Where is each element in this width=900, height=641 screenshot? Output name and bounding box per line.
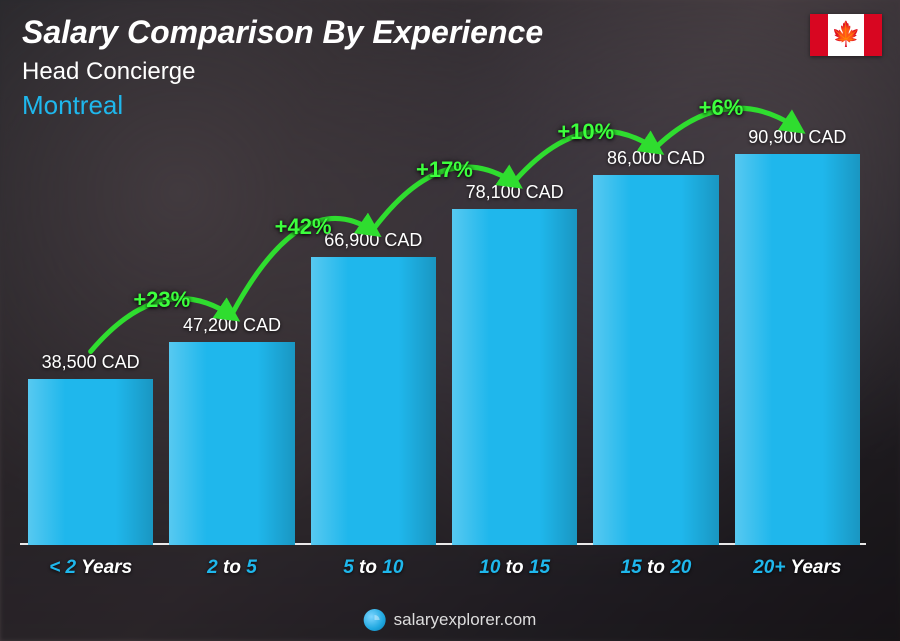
chart-column: 86,000 CAD 15 to 20	[593, 109, 718, 579]
bar: 66,900 CAD	[311, 257, 436, 545]
page-title: Salary Comparison By Experience	[22, 14, 543, 51]
salary-label: 47,200 CAD	[183, 315, 281, 336]
page-subtitle: Head Concierge	[22, 58, 195, 86]
bar: 78,100 CAD	[452, 209, 577, 545]
chart-column: 90,900 CAD 20+ Years	[735, 109, 860, 579]
salary-label: 38,500 CAD	[42, 352, 140, 373]
bar-wrap: 78,100 CAD	[452, 109, 577, 545]
bar-wrap: 38,500 CAD	[28, 109, 153, 545]
footer: salaryexplorer.com	[364, 609, 537, 631]
bar-wrap: 86,000 CAD	[593, 109, 718, 545]
footer-text: salaryexplorer.com	[394, 610, 537, 630]
x-axis-label: 2 to 5	[207, 557, 257, 579]
bar: 47,200 CAD	[169, 342, 294, 545]
chart-column: 78,100 CAD 10 to 15	[452, 109, 577, 579]
bar-wrap: 47,200 CAD	[169, 109, 294, 545]
x-axis-label: 20+ Years	[753, 557, 841, 579]
salary-label: 90,900 CAD	[748, 127, 846, 148]
x-axis-label: 10 to 15	[479, 557, 550, 579]
bar: 90,900 CAD	[735, 154, 860, 545]
bar-wrap: 66,900 CAD	[311, 109, 436, 545]
flag-band-center: 🍁	[828, 14, 864, 56]
country-flag-canada: 🍁	[810, 14, 882, 56]
x-axis-label: < 2 Years	[49, 557, 132, 579]
salary-label: 86,000 CAD	[607, 148, 705, 169]
infographic-container: Salary Comparison By Experience Head Con…	[0, 0, 900, 641]
salary-label: 66,900 CAD	[324, 230, 422, 251]
bar-wrap: 90,900 CAD	[735, 109, 860, 545]
x-axis-label: 15 to 20	[621, 557, 692, 579]
flag-band-left	[810, 14, 828, 56]
x-axis-label: 5 to 10	[343, 557, 403, 579]
bar: 38,500 CAD	[28, 379, 153, 545]
salary-label: 78,100 CAD	[466, 182, 564, 203]
maple-leaf-icon: 🍁	[831, 23, 861, 47]
site-logo-icon	[364, 609, 386, 631]
chart-column: 38,500 CAD < 2 Years	[28, 109, 153, 579]
flag-band-right	[864, 14, 882, 56]
bar: 86,000 CAD	[593, 175, 718, 545]
bar-chart: 38,500 CAD < 2 Years 47,200 CAD 2 to 5 66,90…	[28, 109, 860, 579]
chart-column: 66,900 CAD 5 to 10	[311, 109, 436, 579]
chart-column: 47,200 CAD 2 to 5	[169, 109, 294, 579]
